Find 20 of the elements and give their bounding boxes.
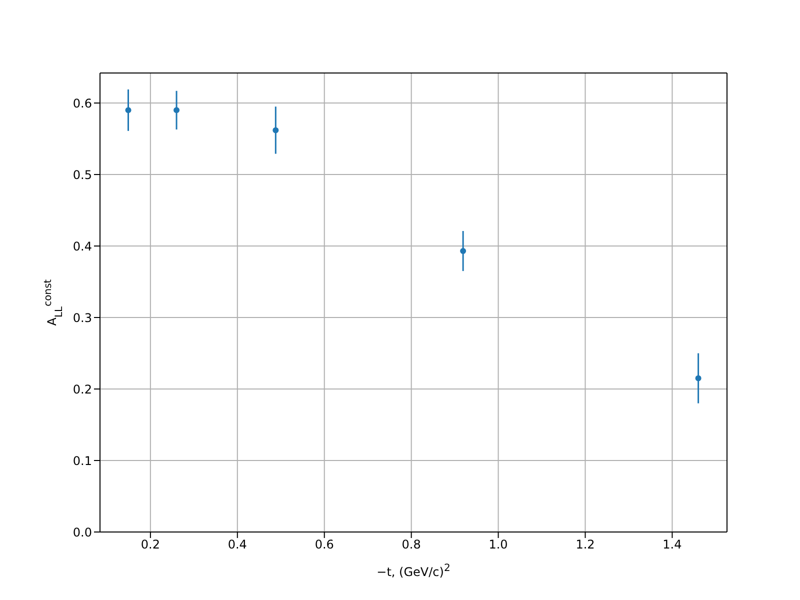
y-tick-label: 0.0 bbox=[72, 525, 92, 540]
y-tick-label: 0.6 bbox=[72, 96, 92, 110]
y-tick-label: 0.2 bbox=[72, 382, 92, 396]
point bbox=[460, 248, 466, 254]
x-tick-label: 1.4 bbox=[662, 538, 682, 552]
y-tick-label: 0.4 bbox=[72, 239, 92, 254]
point bbox=[174, 107, 180, 114]
point bbox=[695, 375, 702, 382]
x-tick-label: 0.4 bbox=[228, 538, 247, 552]
point bbox=[272, 127, 279, 134]
y-tick-label: 0.1 bbox=[72, 454, 92, 468]
x-tick-label: 1.0 bbox=[488, 538, 508, 552]
x-tick-label: 0.6 bbox=[314, 538, 334, 552]
x-tick-label: 1.2 bbox=[576, 538, 595, 552]
x-tick-label: 0.8 bbox=[402, 538, 421, 552]
x-axis-title: −t, (GeV/c)$^{2}$ bbox=[376, 562, 450, 579]
y-tick-label: 0.5 bbox=[72, 168, 92, 182]
y-tick-label: 0.3 bbox=[72, 310, 92, 325]
point bbox=[125, 107, 132, 114]
x-tick-label: 0.2 bbox=[140, 538, 160, 552]
